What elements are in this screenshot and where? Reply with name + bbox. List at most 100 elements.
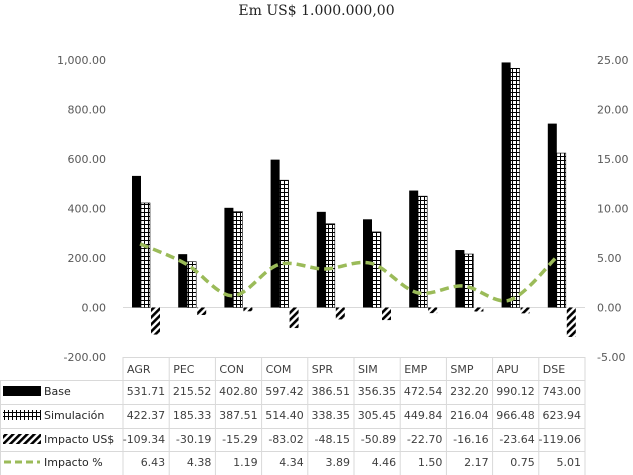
row-label-0: Base	[44, 385, 71, 398]
category-label-pec: PEC	[173, 363, 195, 376]
y-right-tick: -5.00	[597, 351, 625, 364]
bar-impacto-usd-smp	[474, 307, 484, 312]
category-label-sim: SIM	[358, 363, 378, 376]
cell-2-apu: -23.64	[499, 433, 534, 446]
y-left-tick: 200.00	[68, 252, 107, 265]
cell-2-dse: -119.06	[539, 433, 581, 446]
cell-0-com: 597.42	[265, 385, 304, 398]
cell-2-com: -83.02	[268, 433, 303, 446]
y-right-tick: 10.00	[597, 203, 629, 216]
y-right-tick: 25.00	[597, 54, 629, 67]
bar-impacto-usd-dse	[566, 307, 576, 337]
cell-0-apu: 990.12	[496, 385, 535, 398]
bar-simulacion-agr	[140, 202, 151, 308]
cell-0-spr: 386.51	[312, 385, 351, 398]
bar-impacto-usd-com	[289, 307, 299, 329]
bar-impacto-usd-apu	[520, 307, 530, 314]
cell-1-con: 387.51	[219, 409, 258, 422]
cell-1-com: 514.40	[265, 409, 304, 422]
row-label-3: Impacto %	[44, 456, 103, 469]
line-impacto-pct	[139, 242, 558, 303]
category-label-emp: EMP	[404, 363, 427, 376]
bar-base-com	[270, 159, 280, 308]
bar-base-spr	[316, 211, 326, 308]
cell-3-sim: 4.46	[372, 456, 397, 469]
legend-key-simulacion	[3, 410, 41, 420]
cell-3-emp: 1.50	[418, 456, 443, 469]
y-right-tick: 0.00	[597, 302, 622, 315]
cell-0-smp: 232.20	[450, 385, 489, 398]
bar-base-agr	[132, 175, 141, 308]
bar-simulacion-com	[279, 179, 289, 308]
cell-0-emp: 472.54	[404, 385, 443, 398]
category-label-con: CON	[219, 363, 244, 376]
cell-3-apu: 0.75	[510, 456, 535, 469]
category-label-spr: SPR	[312, 363, 334, 376]
cell-2-smp: -16.16	[453, 433, 488, 446]
bar-impacto-usd-sim	[382, 307, 391, 321]
category-label-com: COM	[266, 363, 292, 376]
bar-impacto-usd-emp	[428, 307, 438, 314]
bar-simulacion-emp	[417, 195, 428, 308]
cell-3-con: 1.19	[233, 456, 258, 469]
y-right-tick: 5.00	[597, 252, 622, 265]
category-label-smp: SMP	[450, 363, 473, 376]
cell-1-spr: 338.35	[312, 409, 351, 422]
y-left-tick: 400.00	[68, 203, 107, 216]
y-left-tick: 600.00	[68, 153, 107, 166]
bar-simulacion-smp	[464, 253, 474, 308]
bar-impacto-usd-con	[243, 307, 253, 312]
row-label-1: Simulación	[44, 409, 104, 422]
cell-1-apu: 966.48	[496, 409, 535, 422]
cell-0-dse: 743.00	[543, 385, 582, 398]
bar-simulacion-spr	[325, 223, 336, 308]
bar-impacto-usd-agr	[151, 307, 160, 335]
bar-base-con	[224, 207, 234, 308]
cell-2-pec: -30.19	[176, 433, 211, 446]
bar-base-apu	[501, 62, 511, 308]
bar-base-emp	[409, 190, 419, 308]
y-left-tick: 800.00	[68, 104, 107, 117]
cell-1-sim: 305.45	[358, 409, 397, 422]
cell-0-con: 402.80	[219, 385, 258, 398]
cell-2-spr: -48.15	[315, 433, 350, 446]
cell-3-agr: 6.43	[141, 456, 166, 469]
cell-3-dse: 5.01	[557, 456, 582, 469]
category-label-apu: APU	[497, 363, 519, 376]
cell-2-con: -15.29	[222, 433, 257, 446]
cell-3-spr: 3.89	[326, 456, 351, 469]
cell-3-pec: 4.38	[187, 456, 212, 469]
y-left-tick: 1,000.00	[57, 54, 106, 67]
bar-simulacion-dse	[556, 152, 567, 308]
cell-3-com: 4.34	[279, 456, 304, 469]
bar-simulacion-sim	[371, 231, 382, 308]
y-left-tick: 0.00	[82, 302, 107, 315]
cell-1-pec: 185.33	[173, 409, 212, 422]
cell-0-pec: 215.52	[173, 385, 212, 398]
y-right-tick: 15.00	[597, 153, 629, 166]
cell-1-agr: 422.37	[127, 409, 166, 422]
category-label-dse: DSE	[543, 363, 565, 376]
bar-simulacion-pec	[186, 261, 197, 308]
cell-0-sim: 356.35	[358, 385, 397, 398]
bar-base-pec	[178, 254, 188, 308]
chart-title: Em US$ 1.000.000,00	[238, 3, 395, 19]
y-right-tick: 20.00	[597, 104, 629, 117]
bar-simulacion-apu	[510, 67, 520, 308]
legend-key-impacto-usd	[3, 434, 41, 444]
bar-base-smp	[455, 250, 465, 308]
bar-impacto-usd-spr	[335, 307, 345, 320]
bar-base-dse	[547, 123, 557, 308]
y-left-tick: -200.00	[64, 351, 106, 364]
cell-2-sim: -50.89	[361, 433, 396, 446]
cell-1-emp: 449.84	[404, 409, 443, 422]
legend-key-base	[3, 386, 41, 396]
cell-1-smp: 216.04	[450, 409, 489, 422]
cell-1-dse: 623.94	[543, 409, 582, 422]
bar-impacto-usd-pec	[197, 307, 207, 315]
cell-2-emp: -22.70	[407, 433, 442, 446]
category-label-agr: AGR	[127, 363, 151, 376]
cell-3-smp: 2.17	[464, 456, 489, 469]
cell-2-agr: -109.34	[123, 433, 165, 446]
